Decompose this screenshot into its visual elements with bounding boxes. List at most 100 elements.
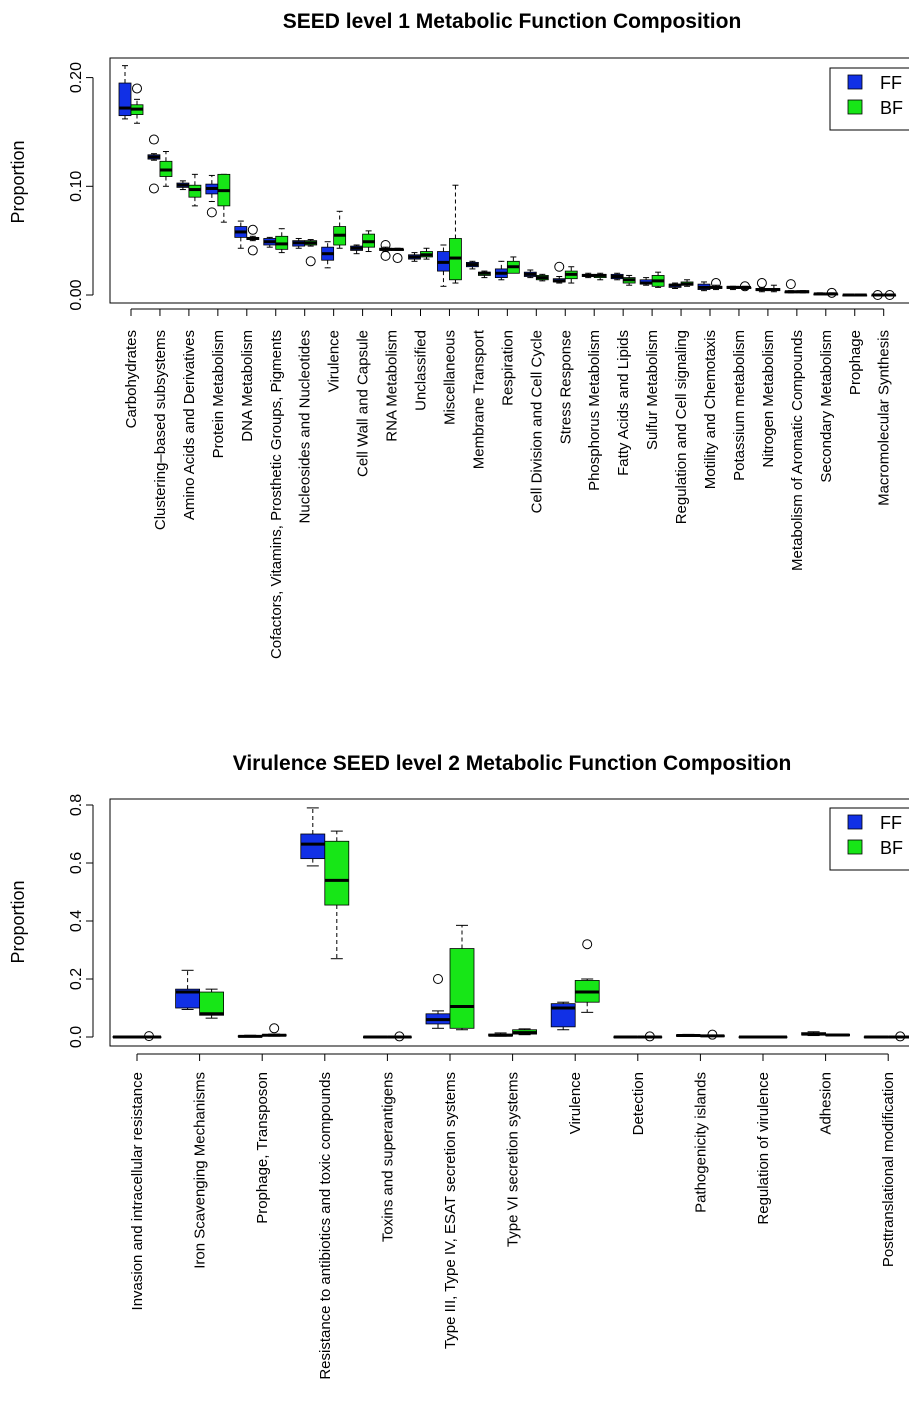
x-tick-label: Membrane Transport <box>470 329 487 469</box>
box-bf <box>700 1029 725 1040</box>
x-tick-label: Posttranslational modification <box>880 1072 897 1267</box>
chart-2-y-axis: 0.0 0.2 0.4 0.6 0.8 <box>68 794 94 1048</box>
chart-1-boxes <box>118 65 897 300</box>
box-ff <box>552 261 566 284</box>
box-ff <box>465 260 479 270</box>
box-iqr <box>449 948 475 1029</box>
x-tick-label: Prophage, Transposon <box>254 1072 271 1224</box>
outlier-point <box>582 939 593 950</box>
x-tick-label: Cofactors, Vitamins, Prosthetic Groups, … <box>268 330 285 659</box>
box-ff <box>300 807 326 867</box>
x-tick-label: Resistance to antibiotics and toxic comp… <box>317 1072 334 1380</box>
outlier-point <box>206 207 217 218</box>
box-bf <box>709 278 723 291</box>
box-ff <box>437 244 450 287</box>
box-bf <box>637 1031 663 1042</box>
chart-2-legend: FF BF <box>829 807 909 871</box>
chart-2-legend-label-ff: FF <box>880 813 902 833</box>
x-tick-label: Nucleosides and Nucleotides <box>297 330 314 523</box>
box-ff <box>613 1035 639 1039</box>
y-tick-label: 0.6 <box>68 852 85 874</box>
chart-1-plot-frame <box>109 57 909 304</box>
box-ff <box>738 1035 764 1039</box>
box-bf <box>825 1033 850 1037</box>
box-bf <box>651 271 665 288</box>
box-ff <box>494 260 508 281</box>
chart-1-legend-swatch-ff <box>847 74 863 90</box>
outlier-point <box>739 281 750 292</box>
box-bf <box>246 224 260 256</box>
outlier-point <box>895 1031 906 1042</box>
box-ff <box>784 279 798 294</box>
outlier-point <box>711 278 721 289</box>
outlier-point <box>305 256 316 267</box>
chart-1-legend-label-ff: FF <box>880 73 902 93</box>
box-ff <box>610 272 624 281</box>
chart-2-boxes <box>112 807 909 1042</box>
box-ff <box>292 237 306 249</box>
x-tick-label: Stress Response <box>557 330 574 444</box>
box-bf <box>825 287 839 298</box>
box-bf <box>477 270 491 279</box>
box-iqr <box>118 82 132 117</box>
x-tick-label: Prophage <box>847 330 864 395</box>
box-bf <box>680 279 694 287</box>
box-bf <box>564 266 578 284</box>
y-tick-label: 0.8 <box>68 794 85 816</box>
box-iqr <box>199 991 225 1016</box>
x-tick-label: Regulation and Cell signaling <box>673 330 690 524</box>
box-bf <box>887 1031 909 1042</box>
box-bf <box>593 272 607 281</box>
chart-1: SEED level 1 Metabolic Function Composit… <box>8 10 909 659</box>
chart-1-legend: FF BF <box>829 67 909 131</box>
x-tick-label: Pathogenicity islands <box>692 1072 709 1213</box>
box-ff <box>234 220 248 249</box>
box-ff <box>581 272 595 279</box>
chart-2-legend-swatch-ff <box>847 814 863 830</box>
outlier-point <box>785 279 796 290</box>
box-ff <box>350 244 364 255</box>
box-bf <box>188 173 202 207</box>
box-ff <box>755 278 769 293</box>
box-ff <box>639 277 653 286</box>
x-tick-label: Respiration <box>499 330 516 406</box>
box-bf <box>854 293 868 297</box>
box-bf <box>362 230 376 253</box>
y-tick-label: 0.4 <box>68 910 85 932</box>
x-tick-label: Sulfur Metabolism <box>644 330 661 450</box>
outlier-point <box>392 253 403 264</box>
box-bf <box>796 290 810 294</box>
outlier-point <box>269 1023 280 1034</box>
y-tick-label: 0.20 <box>68 62 85 93</box>
outlier-point <box>132 83 142 94</box>
outlier-point <box>394 1031 405 1042</box>
box-ff <box>263 236 277 248</box>
outlier-point <box>644 1031 655 1042</box>
box-bf <box>449 184 462 284</box>
chart-1-title: SEED level 1 Metabolic Function Composit… <box>283 10 742 33</box>
box-bf <box>622 274 636 286</box>
box-bf <box>324 830 350 960</box>
x-tick-label: Iron Scavenging Mechanisms <box>192 1072 209 1269</box>
box-ff <box>408 252 421 262</box>
box-ff <box>842 293 856 297</box>
box-ff <box>425 974 451 1029</box>
box-bf <box>574 939 600 1013</box>
chart-1-x-tick-labels: Carbohydrates Clustering–based subsystems… <box>123 308 893 659</box>
x-tick-label: RNA Metabolism <box>384 330 401 442</box>
outlier-point <box>247 245 258 256</box>
x-tick-label: Secondary Metabolism <box>818 330 835 483</box>
x-tick-label: Carbohydrates <box>123 330 140 428</box>
x-tick-label: Metabolism of Aromatic Compounds <box>789 330 806 571</box>
chart-2-x-tick-labels: Invasion and intracellular resistance Iro… <box>129 1053 897 1380</box>
outlier-point <box>872 290 883 300</box>
box-ff <box>147 134 161 194</box>
x-tick-label: Detection <box>630 1072 647 1135</box>
x-tick-label: Phosphorus Metabolism <box>586 330 603 491</box>
chart-1-legend-label-bf: BF <box>880 98 903 118</box>
box-ff <box>697 281 711 292</box>
x-tick-label: Protein Metabolism <box>210 330 227 458</box>
box-ff <box>668 282 682 289</box>
box-bf <box>217 173 231 223</box>
box-bf <box>535 273 549 282</box>
